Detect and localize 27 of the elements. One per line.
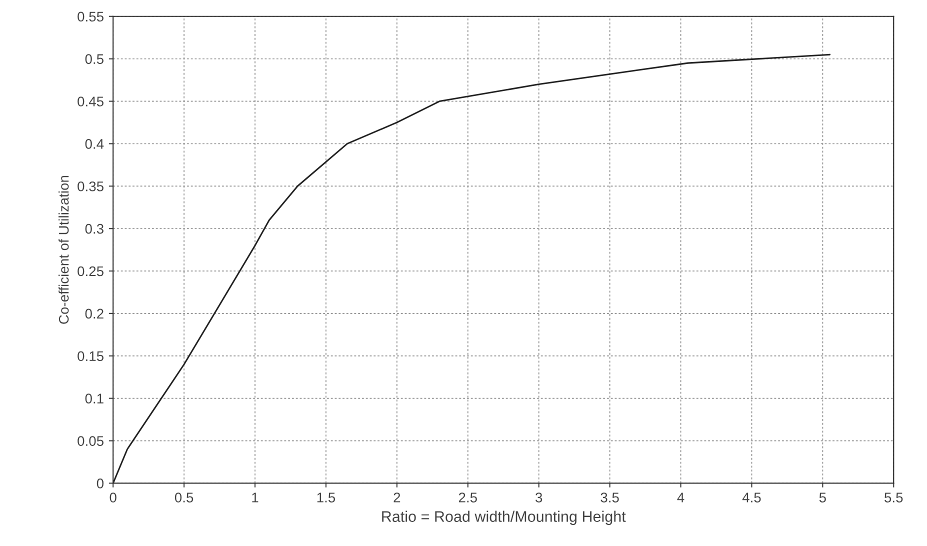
y-tick-label: 0.2 bbox=[85, 308, 104, 319]
y-axis-title: Co-efficient of Utilization bbox=[58, 176, 69, 324]
x-tick-label: 3.5 bbox=[600, 492, 619, 502]
y-tick-label: 0.05 bbox=[78, 436, 104, 446]
line-series bbox=[113, 54, 831, 484]
y-tick-label: 0.55 bbox=[78, 12, 104, 22]
y-tick-label: 0.45 bbox=[78, 96, 104, 106]
y-tick-label: 0.15 bbox=[78, 351, 104, 362]
x-tick-label: 4 bbox=[677, 492, 684, 502]
y-tick-label: 0.4 bbox=[85, 139, 104, 149]
x-tick-label: 1 bbox=[252, 492, 258, 502]
x-tick-label: 2 bbox=[394, 492, 400, 502]
y-tick-label: 0.3 bbox=[85, 224, 104, 234]
x-tick-label: 3 bbox=[536, 492, 542, 502]
x-tick-label: 5 bbox=[819, 492, 826, 502]
x-tick-label: 1.5 bbox=[317, 492, 336, 502]
x-tick-label: 2.5 bbox=[458, 492, 477, 502]
y-tick-label: 0.35 bbox=[78, 181, 104, 192]
y-tick-label: 0.5 bbox=[85, 54, 104, 64]
x-tick-label: 0 bbox=[110, 492, 116, 502]
x-axis-title: Ratio = Road width/Mounting Height bbox=[382, 510, 626, 525]
x-tick-label: 4.5 bbox=[742, 492, 761, 502]
x-tick-label: 0.5 bbox=[174, 492, 194, 502]
x-tick-label: 5.5 bbox=[884, 492, 903, 502]
y-tick-label: 0.1 bbox=[85, 394, 104, 404]
y-tick-label: 0 bbox=[96, 478, 104, 488]
y-tick-label: 0.25 bbox=[78, 266, 104, 276]
